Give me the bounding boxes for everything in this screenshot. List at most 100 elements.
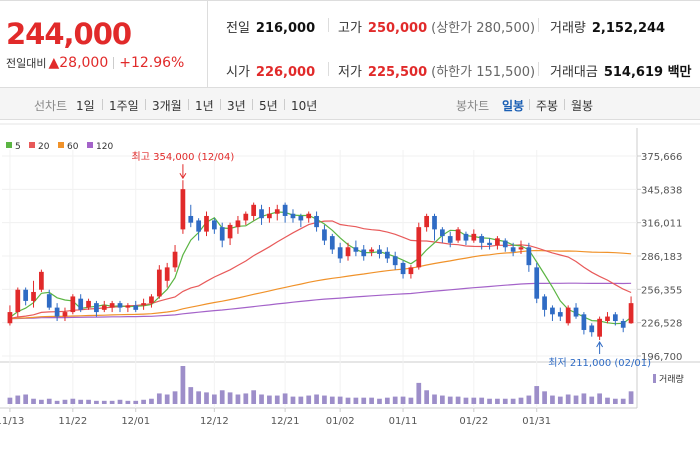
- candle-body: [345, 247, 351, 257]
- volume-label: 거래량: [550, 21, 586, 36]
- volume-bar: [361, 397, 367, 404]
- stat-divider: [328, 18, 329, 32]
- candle: [259, 204, 264, 225]
- candle-body: [495, 238, 500, 246]
- volume-bar: [133, 400, 139, 404]
- high-annotation: 최고 354,000 (12/04): [132, 151, 235, 163]
- volume-bar: [219, 390, 225, 404]
- tab-5y[interactable]: 5년: [259, 99, 278, 113]
- candle-body: [125, 305, 131, 308]
- stat-divider: [538, 62, 539, 76]
- low-arrow-head: [596, 341, 604, 348]
- candle: [101, 300, 107, 313]
- low-stat: 저가 225,500 (하한가 151,500): [338, 61, 535, 80]
- candle-body: [550, 307, 555, 315]
- volume-bar: [196, 391, 201, 404]
- candle: [188, 204, 194, 228]
- candle: [400, 260, 406, 279]
- chart-tab-bar: 선차트 1일 1주일 3개월 1년 3년 5년 10년 봉차트 일봉 주봉 월봉: [0, 88, 700, 120]
- candle: [282, 202, 288, 223]
- volume-bar: [125, 400, 131, 404]
- candle: [274, 204, 280, 221]
- candle-body: [94, 303, 99, 313]
- candle-body: [322, 229, 327, 241]
- tab-1y[interactable]: 1년: [195, 99, 214, 113]
- candle: [117, 300, 123, 313]
- volume-bar: [447, 396, 453, 404]
- tab-3y[interactable]: 3년: [227, 99, 246, 113]
- candle-body: [23, 289, 29, 301]
- volume-bar: [487, 398, 492, 404]
- candle-body: [109, 303, 115, 308]
- volume-bar: [211, 394, 217, 404]
- x-tick-label: 11/13: [0, 416, 24, 427]
- x-tick-label: 12/12: [200, 416, 229, 427]
- volume-bar: [298, 396, 304, 404]
- tab-1d[interactable]: 1일: [76, 99, 95, 113]
- x-tick-label: 01/22: [459, 416, 488, 427]
- candle: [141, 298, 146, 310]
- candle-body: [62, 312, 68, 317]
- volume-bar: [400, 396, 406, 404]
- candle-body: [353, 247, 359, 252]
- y-tick-label: 256,355: [641, 285, 682, 296]
- amount-stat: 거래대금 514,619 백만: [550, 61, 692, 80]
- line-chart-label: 선차트: [34, 99, 68, 113]
- candle-body: [274, 209, 280, 214]
- candle: [306, 211, 312, 223]
- volume-bar: [235, 394, 241, 404]
- legend-label: 120: [96, 142, 113, 152]
- candle-body: [86, 300, 91, 308]
- y-tick-label: 286,183: [641, 252, 682, 263]
- volume-bar: [46, 398, 52, 404]
- candle-body: [133, 305, 139, 310]
- volume-bar: [259, 394, 264, 404]
- candle: [392, 251, 398, 270]
- tab-3m[interactable]: 3개월: [152, 99, 182, 113]
- change-divider: [113, 57, 115, 69]
- candle-body: [180, 189, 186, 230]
- candle: [447, 231, 453, 248]
- candle: [39, 269, 44, 292]
- candle: [196, 218, 201, 241]
- candle: [31, 280, 36, 308]
- candle: [219, 222, 225, 248]
- x-tick-label: 01/11: [389, 416, 418, 427]
- candle: [597, 316, 602, 341]
- candle: [589, 323, 595, 337]
- x-tick-label: 12/01: [121, 416, 150, 427]
- candle-body: [227, 224, 233, 239]
- volume-bar: [377, 398, 382, 404]
- tab-weekly[interactable]: 주봉: [536, 99, 559, 113]
- candle-body: [172, 251, 178, 268]
- volume-bar: [62, 399, 68, 404]
- tab-monthly[interactable]: 월봉: [571, 99, 594, 113]
- volume-bar: [455, 396, 461, 404]
- candle: [550, 305, 555, 322]
- candle-body: [361, 249, 367, 257]
- tab-1w[interactable]: 1주일: [109, 99, 139, 113]
- volume-bar: [306, 395, 312, 404]
- candle-body: [479, 236, 485, 243]
- volume-bar: [534, 386, 540, 404]
- candle-body: [298, 215, 304, 221]
- candle-body: [510, 247, 516, 252]
- tab-daily[interactable]: 일봉: [502, 99, 525, 113]
- candle-body: [612, 314, 618, 322]
- candle-body: [589, 325, 595, 333]
- high-stat: 고가 250,000 (상한가 280,500): [338, 17, 535, 36]
- candle-body: [54, 307, 60, 317]
- candle-body: [235, 220, 241, 228]
- candle-body: [31, 291, 36, 301]
- volume-value: 2,152,244: [591, 21, 666, 36]
- x-tick-label: 12/21: [271, 416, 300, 427]
- x-tick-label: 11/22: [58, 416, 87, 427]
- candle: [345, 242, 351, 261]
- prev-close-label: 전일: [226, 21, 250, 36]
- candle: [227, 222, 233, 246]
- candle-body: [196, 220, 201, 232]
- candle: [172, 245, 178, 272]
- tab-10y[interactable]: 10년: [291, 99, 318, 113]
- volume-bar: [392, 396, 398, 404]
- amount-label: 거래대금: [550, 65, 598, 80]
